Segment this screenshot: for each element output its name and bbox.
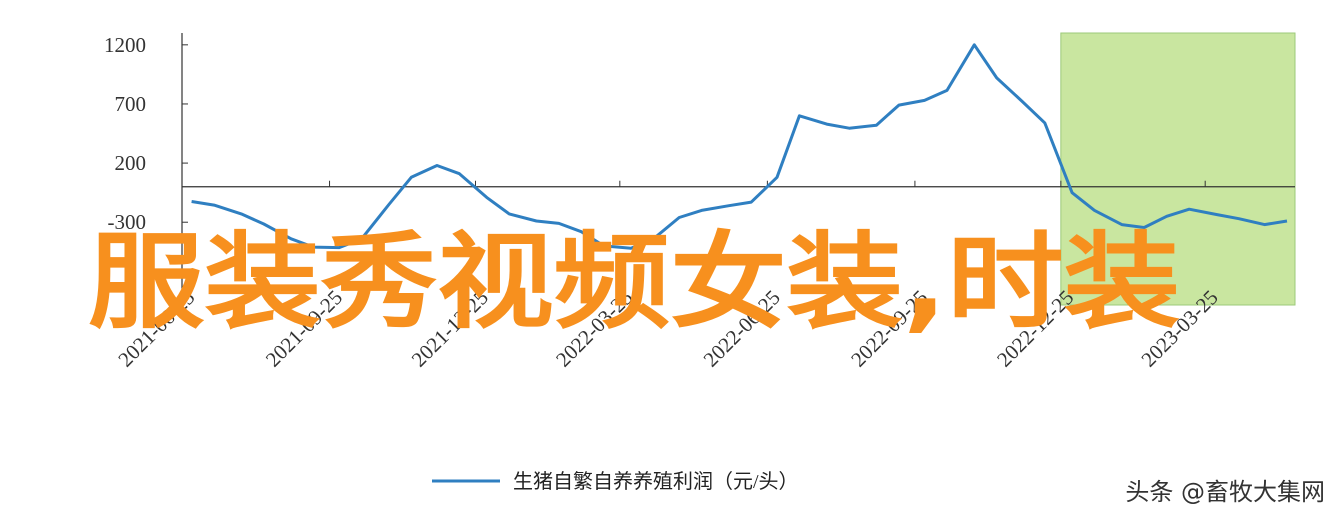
y-tick-label: 200 [115, 151, 147, 175]
y-tick-label: 700 [115, 92, 147, 116]
watermark: 头条 @畜牧大集网 [1125, 478, 1325, 506]
y-tick-label: 1200 [104, 33, 146, 57]
legend-label: 生猪自繁自养养殖利润（元/头） [513, 470, 799, 493]
series-line [191, 43, 1288, 250]
overlay-text: 服装秀视频女装,时装 [88, 221, 1180, 343]
highlight-region [1060, 32, 1296, 306]
y-tick-label: -300 [108, 210, 147, 234]
